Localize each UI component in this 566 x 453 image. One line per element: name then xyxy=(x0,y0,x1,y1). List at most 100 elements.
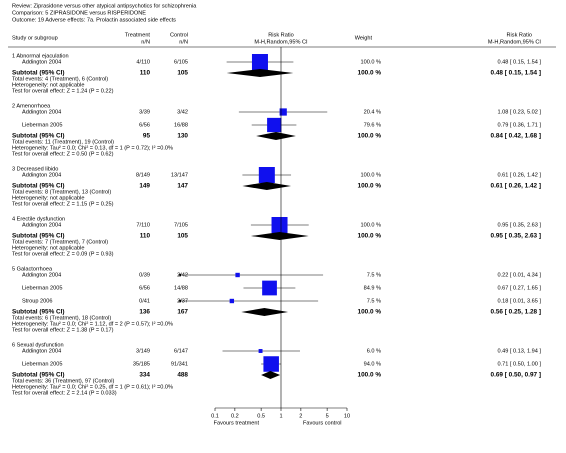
effect-estimate: 0.79 [ 0.36, 1.71 ] xyxy=(497,122,541,128)
subtotal-weight: 100.0 % xyxy=(358,309,382,316)
study-name: Addington 2004 xyxy=(22,172,61,178)
study-square xyxy=(267,117,282,133)
control-events: 6/105 xyxy=(174,59,188,65)
effect-estimate: 0.22 [ 0.01, 4.34 ] xyxy=(497,272,541,278)
comparison-title: Comparison: 5 ZIPRASIDONE versus RISPERI… xyxy=(12,10,146,16)
control-events: 2/42 xyxy=(177,272,188,278)
subtotal-control: 167 xyxy=(177,309,188,316)
subtotal-treatment: 110 xyxy=(140,70,151,77)
control-events: 6/147 xyxy=(174,348,188,354)
effect-estimate: 0.49 [ 0.13, 1.94 ] xyxy=(497,348,541,354)
subgroup-note: Total events: 36 (Treatment), 97 (Contro… xyxy=(12,378,115,384)
col-header: Study or subgroup xyxy=(12,35,58,41)
subtotal-control: 105 xyxy=(177,70,188,77)
treatment-events: 7/110 xyxy=(136,222,150,228)
subgroup-note: Heterogeneity: Tau² = 0.0; Chi² = 1.12, … xyxy=(12,321,173,327)
subtotal-name: Subtotal (95% CI) xyxy=(12,133,65,140)
x-tick-label: 0.1 xyxy=(211,413,219,419)
study-name: Lieberman 2005 xyxy=(22,122,62,128)
effect-estimate: 0.18 [ 0.01, 3.65 ] xyxy=(497,298,541,304)
subtotal-estimate: 0.61 [ 0.26, 1.42 ] xyxy=(491,183,541,190)
subgroup-note: Total events: 6 (Treatment), 18 (Control… xyxy=(12,315,111,321)
col-header: n/N xyxy=(179,39,188,45)
subgroup-note: Total events: 8 (Treatment), 13 (Control… xyxy=(12,189,111,195)
favours-right: Favours control xyxy=(303,420,342,426)
subtotal-diamond xyxy=(241,308,289,316)
subgroup-note: Total events: 11 (Treatment), 19 (Contro… xyxy=(12,139,114,145)
weight: 84.9 % xyxy=(364,285,381,291)
subgroup-heading: 3 Decreased libido xyxy=(12,166,58,172)
control-events: 3/42 xyxy=(177,109,188,115)
col-header: Treatment xyxy=(125,32,151,38)
treatment-events: 3/149 xyxy=(136,348,150,354)
subtotal-treatment: 334 xyxy=(139,372,150,379)
effect-estimate: 0.71 [ 0.50, 1.00 ] xyxy=(497,361,541,367)
treatment-events: 8/149 xyxy=(136,172,150,178)
x-tick-label: 5 xyxy=(326,413,329,419)
subtotal-estimate: 0.56 [ 0.25, 1.28 ] xyxy=(491,309,541,316)
x-tick-label: 1 xyxy=(279,413,282,419)
subtotal-control: 105 xyxy=(177,233,188,240)
subgroup-note: Test for overall effect: Z = 0.50 (P = 0… xyxy=(12,151,114,157)
study-name: Lieberman 2005 xyxy=(22,361,62,367)
subtotal-diamond xyxy=(250,232,309,240)
weight: 7.5 % xyxy=(367,298,381,304)
effect-estimate: 0.48 [ 0.15, 1.54 ] xyxy=(497,59,541,65)
ci-arrow xyxy=(178,299,181,303)
weight: 79.6 % xyxy=(364,122,381,128)
weight: 94.0 % xyxy=(364,361,381,367)
weight: 6.0 % xyxy=(367,348,381,354)
col-header: M-H,Random,95% CI xyxy=(488,39,542,45)
subtotal-estimate: 0.95 [ 0.35, 2.63 ] xyxy=(491,233,541,240)
subtotal-diamond xyxy=(242,182,292,190)
subgroup-note: Test for overall effect: Z = 0.09 (P = 0… xyxy=(12,251,114,257)
control-events: 2/37 xyxy=(177,298,188,304)
col-header: Risk Ratio xyxy=(507,32,533,38)
study-square xyxy=(263,356,279,372)
study-square xyxy=(258,167,275,183)
effect-estimate: 0.95 [ 0.35, 2.63 ] xyxy=(497,222,541,228)
study-square xyxy=(258,349,263,353)
x-tick-label: 0.2 xyxy=(231,413,239,419)
study-name: Addington 2004 xyxy=(22,109,61,115)
effect-estimate: 1.08 [ 0.23, 5.02 ] xyxy=(497,109,541,115)
weight: 100.0 % xyxy=(360,59,381,65)
subtotal-diamond xyxy=(226,69,294,77)
control-events: 16/88 xyxy=(174,122,188,128)
review-title: Review: Ziprasidone versus other atypica… xyxy=(12,3,197,9)
subtotal-treatment: 110 xyxy=(140,233,151,240)
subgroup-heading: 4 Erectile dysfunction xyxy=(12,216,65,222)
study-square xyxy=(271,217,288,233)
subgroup-note: Test for overall effect: Z = 1.24 (P = 0… xyxy=(12,88,114,94)
col-header: M-H,Random,95% CI xyxy=(254,39,308,45)
subgroup-note: Test for overall effect: Z = 1.15 (P = 0… xyxy=(12,201,114,207)
subgroup-heading: 6 Sexual dysfunction xyxy=(12,342,64,348)
subgroup-heading: 2 Amenorrhoea xyxy=(12,103,51,109)
subgroup-note: Test for overall effect: Z = 1.38 (P = 0… xyxy=(12,327,114,333)
x-tick-label: 0.5 xyxy=(257,413,265,419)
subtotal-weight: 100.0 % xyxy=(358,233,382,240)
subtotal-estimate: 0.84 [ 0.42, 1.68 ] xyxy=(491,133,541,140)
study-name: Addington 2004 xyxy=(22,348,61,354)
x-tick-label: 10 xyxy=(344,413,350,419)
subgroup-note: Heterogeneity: not applicable xyxy=(12,82,84,88)
control-events: 7/105 xyxy=(174,222,188,228)
subgroup-note: Total events: 7 (Treatment), 7 (Control) xyxy=(12,239,108,245)
subgroup-note: Heterogeneity: not applicable xyxy=(12,245,84,251)
study-square xyxy=(279,108,287,116)
treatment-events: 0/41 xyxy=(139,298,150,304)
subtotal-name: Subtotal (95% CI) xyxy=(12,183,65,190)
outcome-title: Outcome: 19 Adverse effects: 7a. Prolact… xyxy=(12,17,176,23)
weight: 100.0 % xyxy=(360,222,381,228)
treatment-events: 0/39 xyxy=(139,272,150,278)
treatment-events: 6/56 xyxy=(139,122,150,128)
subtotal-treatment: 95 xyxy=(143,133,151,140)
subtotal-name: Subtotal (95% CI) xyxy=(12,309,65,316)
subgroup-note: Heterogeneity: not applicable xyxy=(12,195,84,201)
subgroup-heading: 1 Abnormal ejaculation xyxy=(12,53,69,59)
col-header: n/N xyxy=(141,39,150,45)
treatment-events: 6/56 xyxy=(139,285,150,291)
study-square xyxy=(262,280,277,296)
subgroup-note: Total events: 4 (Treatment), 6 (Control) xyxy=(12,76,108,82)
effect-estimate: 0.67 [ 0.27, 1.65 ] xyxy=(497,285,541,291)
